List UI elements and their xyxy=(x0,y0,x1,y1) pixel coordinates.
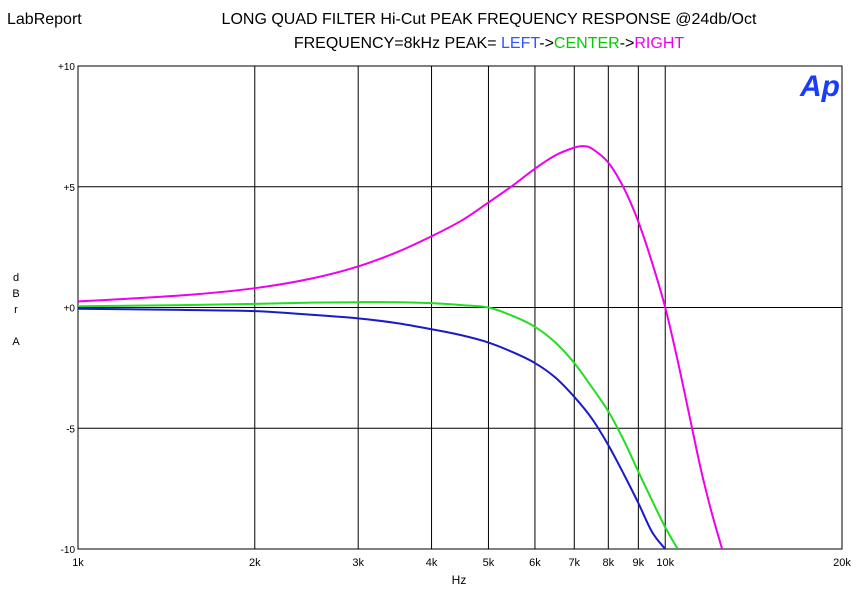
x-tick-label: 6k xyxy=(529,557,541,569)
series-line-right xyxy=(78,145,724,549)
y-axis-label: dBr A xyxy=(12,272,20,348)
y-tick-label: -5 xyxy=(66,424,75,435)
y-axis-ticks: +10 +5 +0 -5 -10 xyxy=(58,62,75,556)
x-tick-label: 4k xyxy=(426,557,438,569)
x-tick-label: 8k xyxy=(603,557,615,569)
x-tick-label: 2k xyxy=(249,557,261,569)
y-axis-label-letter: A xyxy=(12,336,20,348)
y-axis-label-letter: B xyxy=(12,288,19,300)
x-axis-label: Hz xyxy=(452,573,467,587)
app-label: LabReport xyxy=(7,11,82,28)
series-line-left xyxy=(78,307,667,549)
chart-series xyxy=(78,145,724,549)
subtitle-prefix: FREQUENCY=8kHz PEAK= xyxy=(294,35,497,52)
x-tick-label: 7k xyxy=(568,557,580,569)
subtitle-part: CENTER xyxy=(554,35,620,52)
y-tick-label: +0 xyxy=(64,304,76,315)
x-tick-label: 10k xyxy=(656,557,674,569)
y-tick-label: -10 xyxy=(61,545,76,556)
chart-subtitle: FREQUENCY=8kHz PEAK= LEFT->CENTER->RIGHT xyxy=(294,35,685,52)
subtitle-part: LEFT xyxy=(501,35,540,52)
ap-logo: Ap xyxy=(799,70,840,103)
subtitle-part: RIGHT xyxy=(634,35,684,52)
x-tick-label: 1k xyxy=(72,557,84,569)
subtitle-part: -> xyxy=(620,35,635,52)
y-tick-label: +10 xyxy=(58,62,75,73)
y-tick-label: +5 xyxy=(64,183,76,194)
chart-title: LONG QUAD FILTER Hi-Cut PEAK FREQUENCY R… xyxy=(222,11,757,28)
x-axis-ticks: 1k 2k 3k 4k 5k 6k 7k 8k 9k 10k 20k xyxy=(72,557,851,569)
x-tick-label: 9k xyxy=(633,557,645,569)
y-axis-label-letter: r xyxy=(14,304,18,316)
x-tick-label: 5k xyxy=(483,557,495,569)
x-tick-label: 3k xyxy=(352,557,364,569)
y-axis-label-letter: d xyxy=(13,272,19,284)
series-line-center xyxy=(78,301,679,549)
chart-grid xyxy=(77,65,843,550)
subtitle-part: -> xyxy=(539,35,554,52)
x-tick-label: 20k xyxy=(833,557,851,569)
